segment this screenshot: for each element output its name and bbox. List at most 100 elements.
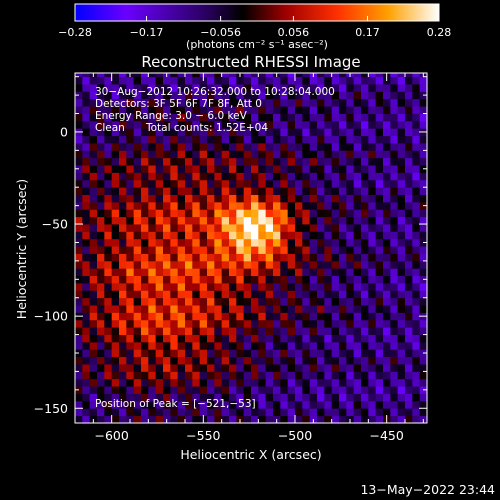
heatmap-cell	[104, 268, 113, 277]
heatmap-cell	[133, 120, 142, 129]
heatmap-cell	[375, 283, 384, 291]
heatmap-cell	[353, 84, 362, 92]
heatmap-cell	[199, 253, 208, 262]
heatmap-cell	[302, 194, 311, 203]
heatmap-cell	[185, 106, 193, 114]
heatmap-cell	[75, 393, 83, 402]
heatmap-cell	[273, 408, 281, 417]
heatmap-cell	[309, 135, 318, 144]
heatmap-cell	[111, 268, 120, 277]
heatmap-cell	[82, 135, 91, 144]
heatmap-cell	[104, 283, 113, 291]
heatmap-cell	[295, 187, 303, 195]
heatmap-cell	[119, 165, 127, 173]
heatmap-cell	[163, 260, 171, 269]
heatmap-cell	[229, 150, 237, 159]
heatmap-cell	[199, 106, 208, 114]
heatmap-cell	[324, 172, 333, 181]
heatmap-cell	[339, 246, 347, 254]
heatmap-cell	[317, 253, 325, 262]
heatmap-cell	[229, 341, 237, 350]
heatmap-cell	[214, 268, 223, 277]
heatmap-cell	[229, 179, 237, 188]
heatmap-cell	[346, 349, 355, 358]
heatmap-cell	[177, 283, 186, 291]
heatmap-cell	[243, 143, 252, 151]
heatmap-cell	[170, 319, 179, 328]
heatmap-cell	[148, 157, 157, 166]
heatmap-cell	[251, 172, 259, 181]
heatmap-cell	[192, 283, 201, 291]
heatmap-cell	[309, 327, 318, 335]
heatmap-cell	[148, 349, 157, 358]
heatmap-cell	[126, 216, 135, 225]
heatmap-cell	[104, 364, 113, 372]
heatmap-cell	[419, 393, 427, 402]
heatmap-cell	[302, 319, 311, 328]
heatmap-cell	[412, 319, 421, 328]
heatmap-cell	[229, 400, 237, 409]
heatmap-cell	[163, 113, 171, 122]
heatmap-cell	[412, 194, 421, 203]
heatmap-cell	[251, 98, 259, 107]
heatmap-cell	[104, 334, 113, 343]
heatmap-cell	[192, 268, 201, 277]
heatmap-cell	[265, 319, 274, 328]
heatmap-cell	[287, 327, 296, 335]
heatmap-cell	[375, 209, 384, 218]
heatmap-cell	[104, 143, 113, 151]
heatmap-cell	[353, 319, 362, 328]
heatmap-cell	[207, 290, 215, 299]
heatmap-cell	[258, 260, 267, 269]
heatmap-cell	[89, 319, 98, 328]
heatmap-cell	[346, 201, 355, 210]
heatmap-cell	[295, 386, 303, 394]
heatmap-cell	[295, 275, 303, 284]
heatmap-cell	[111, 76, 120, 85]
heatmap-cell	[229, 275, 237, 284]
heatmap-cell	[295, 305, 303, 313]
heatmap-cell	[141, 260, 149, 269]
heatmap-cell	[251, 400, 259, 409]
heatmap-cell	[148, 246, 157, 254]
heatmap-cell	[331, 246, 340, 254]
heatmap-cell	[141, 378, 149, 387]
heatmap-cell	[155, 150, 164, 159]
heatmap-cell	[141, 113, 149, 122]
heatmap-cell	[383, 135, 391, 144]
heatmap-cell	[214, 216, 223, 225]
heatmap-cell	[82, 305, 91, 313]
heatmap-cell	[89, 312, 98, 321]
heatmap-cell	[397, 128, 406, 137]
heatmap-cell	[133, 364, 142, 372]
heatmap-cell	[177, 157, 186, 166]
heatmap-cell	[287, 135, 296, 144]
heatmap-cell	[82, 238, 91, 247]
heatmap-cell	[375, 408, 384, 417]
heatmap-cell	[126, 408, 135, 417]
heatmap-cell	[295, 216, 303, 225]
heatmap-cell	[148, 275, 157, 284]
heatmap-cell	[287, 73, 296, 78]
heatmap-cell	[163, 364, 171, 372]
heatmap-cell	[141, 393, 149, 402]
heatmap-cell	[229, 216, 237, 225]
heatmap-cell	[104, 231, 113, 240]
heatmap-cell	[155, 143, 164, 151]
heatmap-cell	[339, 341, 347, 350]
heatmap-cell	[214, 187, 223, 195]
heatmap-cell	[258, 371, 267, 380]
heatmap-cell	[339, 378, 347, 387]
heatmap-cell	[170, 371, 179, 380]
heatmap-cell	[375, 73, 384, 78]
heatmap-cell	[82, 386, 91, 394]
heatmap-cell	[177, 224, 186, 232]
heatmap-cell	[199, 128, 208, 137]
heatmap-cell	[353, 371, 362, 380]
heatmap-cell	[221, 275, 230, 284]
heatmap-cell	[141, 165, 149, 173]
heatmap-cell	[265, 150, 274, 159]
heatmap-cell	[361, 349, 369, 358]
heatmap-cell	[170, 165, 179, 173]
heatmap-cell	[317, 319, 325, 328]
